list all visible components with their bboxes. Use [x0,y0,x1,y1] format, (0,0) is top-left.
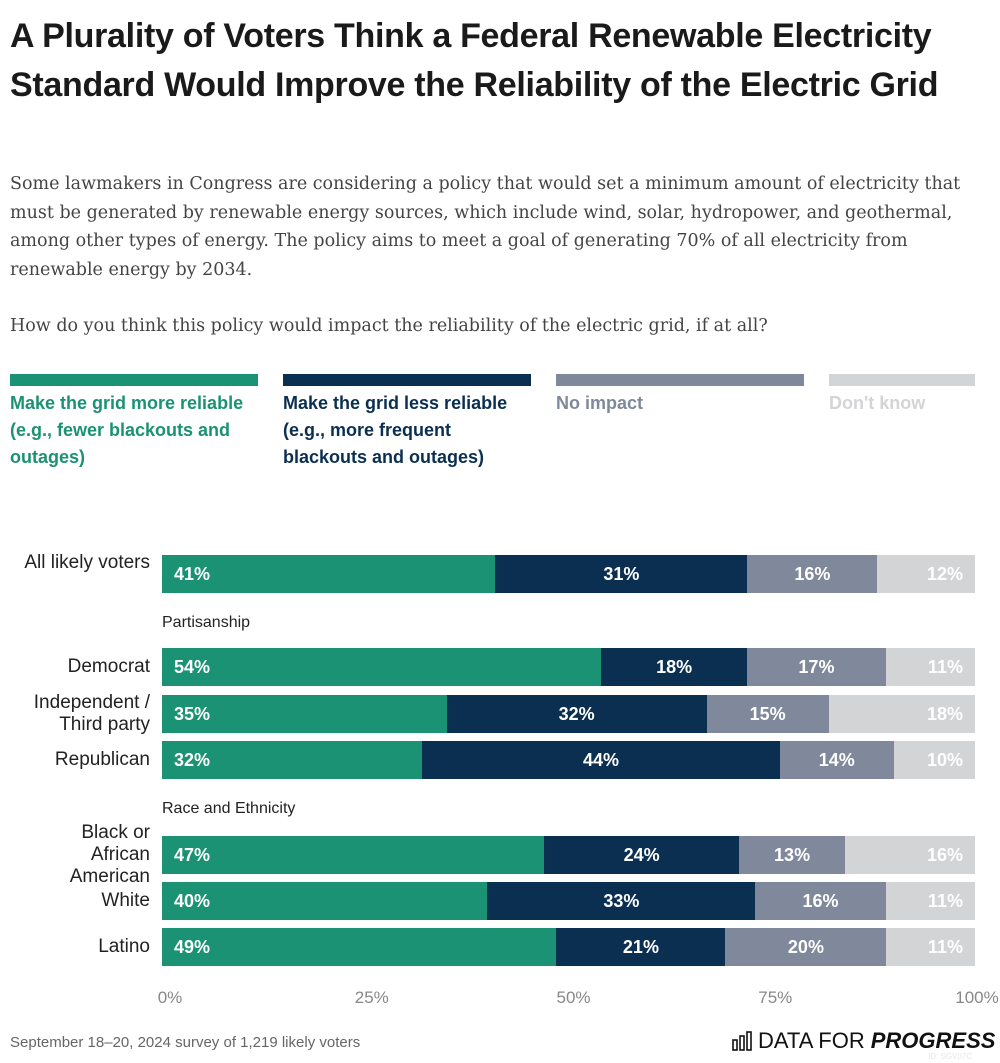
bar-segment: 20% [725,928,887,966]
legend-label: Make the grid less reliable (e.g., more … [283,393,508,467]
bar-segment: 13% [739,836,845,874]
bar-segment: 31% [495,555,748,593]
row-label: White [101,890,150,911]
legend-label: Don't know [829,393,926,413]
data-label: 35% [174,703,211,724]
row-label: Democrat [67,656,150,677]
data-label: 13% [774,844,811,865]
bar-segment: 32% [162,741,423,779]
data-label: 33% [603,890,640,911]
legend-swatch [556,374,804,386]
stacked-bar: 54% 18% 17% 11% [162,648,975,686]
data-label: 40% [174,890,211,911]
bar-segment: 18% [601,648,748,686]
bar-segment: 14% [779,741,894,779]
legend-item: No impact [556,374,804,417]
bar-segment: 10% [893,741,975,779]
source-note: September 18–20, 2024 survey of 1,219 li… [10,1034,361,1051]
stacked-bar: 47% 24% 13% 16% [162,836,975,874]
stacked-bar: 41% 31% 16% 12% [162,555,975,593]
data-label: 12% [926,563,963,584]
x-tick-label: 25% [354,988,389,1007]
data-label: 54% [174,656,211,677]
bar-segment: 11% [885,882,975,920]
bar-segment: 12% [877,555,975,593]
bar-segment: 49% [162,928,557,966]
x-tick-label: 0% [157,988,183,1007]
bar-segment: 16% [747,555,878,593]
bar-segment: 35% [162,695,447,733]
data-label: 44% [583,749,620,770]
stacked-bar: 40% 33% 16% 11% [162,882,975,920]
legend-label: Make the grid more reliable (e.g., fewer… [10,393,244,467]
bar-segment: 17% [747,648,886,686]
data-label: 17% [798,656,835,677]
data-label: 14% [818,749,855,770]
bar-segment: 11% [885,648,975,686]
bar-segment: 41% [162,555,496,593]
x-tick-label: 50% [556,988,591,1007]
row-label: Latino [98,936,150,957]
watermark: ID: SGV07C [928,1052,973,1061]
bar-segment: 18% [828,695,975,733]
logo: DATA FOR PROGRESS [732,1028,995,1054]
data-label: 18% [656,656,693,677]
chart-title: A Plurality of Voters Think a Federal Re… [10,17,939,104]
data-label: 41% [174,563,211,584]
bar-segment: 40% [162,882,488,920]
bar-segment: 24% [544,836,740,874]
logo-text-light: DATA FOR [758,1028,865,1053]
bar-segment: 47% [162,836,545,874]
data-label: 16% [926,844,963,865]
data-label: 31% [603,563,640,584]
bar-segment: 16% [844,836,975,874]
legend-swatch [283,374,531,386]
bar-segment: 15% [706,695,829,733]
data-label: 16% [794,563,831,584]
logo-text-bold: PROGRESS [870,1028,996,1053]
row-label: Republican [54,749,150,770]
row-label: Black or African American [69,822,150,887]
group-label: Partisanship [162,614,251,631]
bar-chart-icon [732,1031,752,1051]
bar-segment: 44% [422,741,780,779]
data-label: 49% [174,936,211,957]
data-label: 16% [802,890,839,911]
legend-item: Make the grid more reliable (e.g., fewer… [10,374,258,471]
x-tick-label: 75% [758,988,793,1007]
legend-label: No impact [556,393,644,413]
data-label: 11% [927,656,963,677]
survey-question: How do you think this policy would impac… [10,316,768,336]
data-label: 47% [174,844,211,865]
legend-item: Make the grid less reliable (e.g., more … [283,374,531,471]
legend-swatch [829,374,975,386]
data-label: 10% [926,749,963,770]
data-label: 24% [623,844,660,865]
row-label: All likely voters [24,552,150,573]
data-label: 11% [927,890,963,911]
bar-segment: 21% [556,928,726,966]
bar-segment: 11% [886,928,975,966]
stacked-bar: 35% 32% 15% 18% [162,695,975,733]
legend-swatch [10,374,258,386]
row-label: Independent / Third party [33,692,150,735]
data-label: 20% [787,936,824,957]
stacked-bar: 49% 21% 20% 11% [162,928,975,966]
bar-segment: 32% [446,695,707,733]
data-label: 11% [927,936,963,957]
data-label: 15% [749,703,786,724]
group-label: Race and Ethnicity [162,800,296,817]
x-tick-label: 100% [955,988,999,1007]
data-label: 32% [174,749,211,770]
data-label: 32% [558,703,595,724]
bar-segment: 16% [755,882,886,920]
legend-item: Don't know [829,374,975,417]
stacked-bar: 32% 44% 14% 10% [162,741,975,779]
chart-subtitle: Some lawmakers in Congress are consideri… [10,174,961,280]
data-label: 18% [926,703,963,724]
data-label: 21% [622,936,659,957]
bar-segment: 33% [487,882,756,920]
bar-segment: 54% [162,648,602,686]
